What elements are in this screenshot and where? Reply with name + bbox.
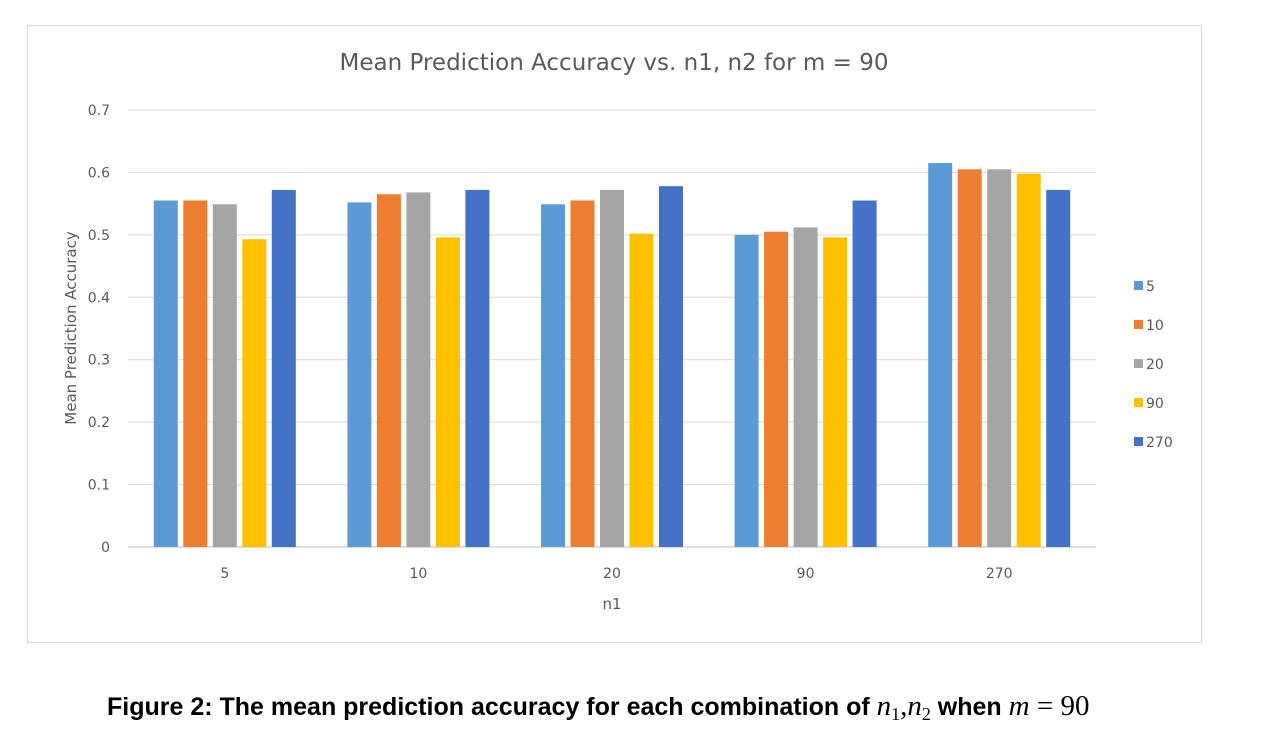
- caption-equals-90: = 90: [1029, 690, 1090, 722]
- caption-var-n1: n: [876, 690, 892, 722]
- y-axis-ticks: 0 0.1 0.2 0.3 0.4 0.5 0.6 0.7: [88, 103, 110, 556]
- y-tick-label: 0.3: [88, 353, 110, 369]
- y-axis-label: Mean Prediction Accuracy: [62, 231, 80, 425]
- y-tick-label: 0.7: [88, 103, 110, 119]
- bar: [629, 233, 654, 547]
- y-tick-label: 0: [101, 540, 110, 556]
- caption-var-m: m: [1008, 690, 1030, 722]
- caption-math-m: m = 90: [1009, 690, 1090, 722]
- bar: [242, 239, 267, 547]
- caption-math-n1n2: n1,n2: [876, 690, 931, 724]
- legend-label: 10: [1146, 318, 1164, 334]
- bar: [212, 204, 237, 547]
- bar-chart: Mean Prediction Accuracy vs. n1, n2 for …: [62, 50, 1173, 613]
- bar: [541, 204, 565, 547]
- bar: [1016, 173, 1041, 548]
- x-axis-label: n1: [602, 595, 621, 613]
- legend-label: 90: [1146, 396, 1164, 412]
- chart-title: Mean Prediction Accuracy vs. n1, n2 for …: [340, 50, 889, 76]
- bar: [659, 186, 683, 548]
- y-tick-label: 0.1: [88, 478, 110, 494]
- bar: [183, 200, 208, 547]
- caption-comma: ,: [900, 690, 908, 722]
- bar: [465, 189, 490, 547]
- bar: [987, 169, 1012, 548]
- bar: [764, 231, 789, 547]
- bar: [435, 237, 460, 547]
- y-tick-label: 0.5: [88, 228, 110, 244]
- figure-caption: Figure 2: The mean prediction accuracy f…: [107, 690, 1089, 725]
- caption-var-n2: n: [907, 690, 922, 722]
- caption-sub-2: 2: [921, 704, 931, 724]
- x-tick-label: 5: [220, 566, 229, 582]
- y-tick-label: 0.4: [88, 290, 110, 306]
- bar: [928, 163, 953, 548]
- bar: [406, 192, 431, 548]
- caption-text: Figure 2: The mean prediction accuracy f…: [107, 693, 877, 721]
- legend-label: 5: [1146, 279, 1155, 295]
- bar: [376, 194, 401, 547]
- caption-sub-1: 1: [891, 704, 901, 724]
- x-axis-ticks: 5 10 20 90 270: [220, 566, 1012, 582]
- y-tick-label: 0.6: [88, 165, 110, 181]
- bar: [153, 200, 178, 547]
- bars: [153, 163, 1071, 548]
- legend: 5 10 20 90 270: [1134, 279, 1173, 451]
- bar: [734, 234, 759, 547]
- x-tick-label: 10: [409, 566, 427, 582]
- bar: [1046, 189, 1071, 547]
- x-tick-label: 270: [986, 566, 1013, 582]
- bar: [793, 227, 818, 547]
- caption-when: when: [930, 693, 1009, 721]
- bar: [600, 189, 624, 547]
- bar: [852, 200, 877, 547]
- legend-swatch: [1134, 437, 1143, 446]
- legend-label: 270: [1146, 435, 1173, 451]
- legend-swatch: [1134, 359, 1143, 368]
- legend-swatch: [1134, 320, 1143, 329]
- x-tick-label: 90: [797, 566, 815, 582]
- x-tick-label: 20: [603, 566, 621, 582]
- bar: [347, 202, 372, 547]
- bar: [957, 169, 982, 548]
- legend-swatch: [1134, 398, 1143, 407]
- bar: [823, 237, 848, 547]
- y-tick-label: 0.2: [88, 415, 110, 431]
- legend-swatch: [1134, 281, 1143, 290]
- bar: [570, 200, 595, 547]
- bar: [271, 189, 296, 547]
- legend-label: 20: [1146, 357, 1164, 373]
